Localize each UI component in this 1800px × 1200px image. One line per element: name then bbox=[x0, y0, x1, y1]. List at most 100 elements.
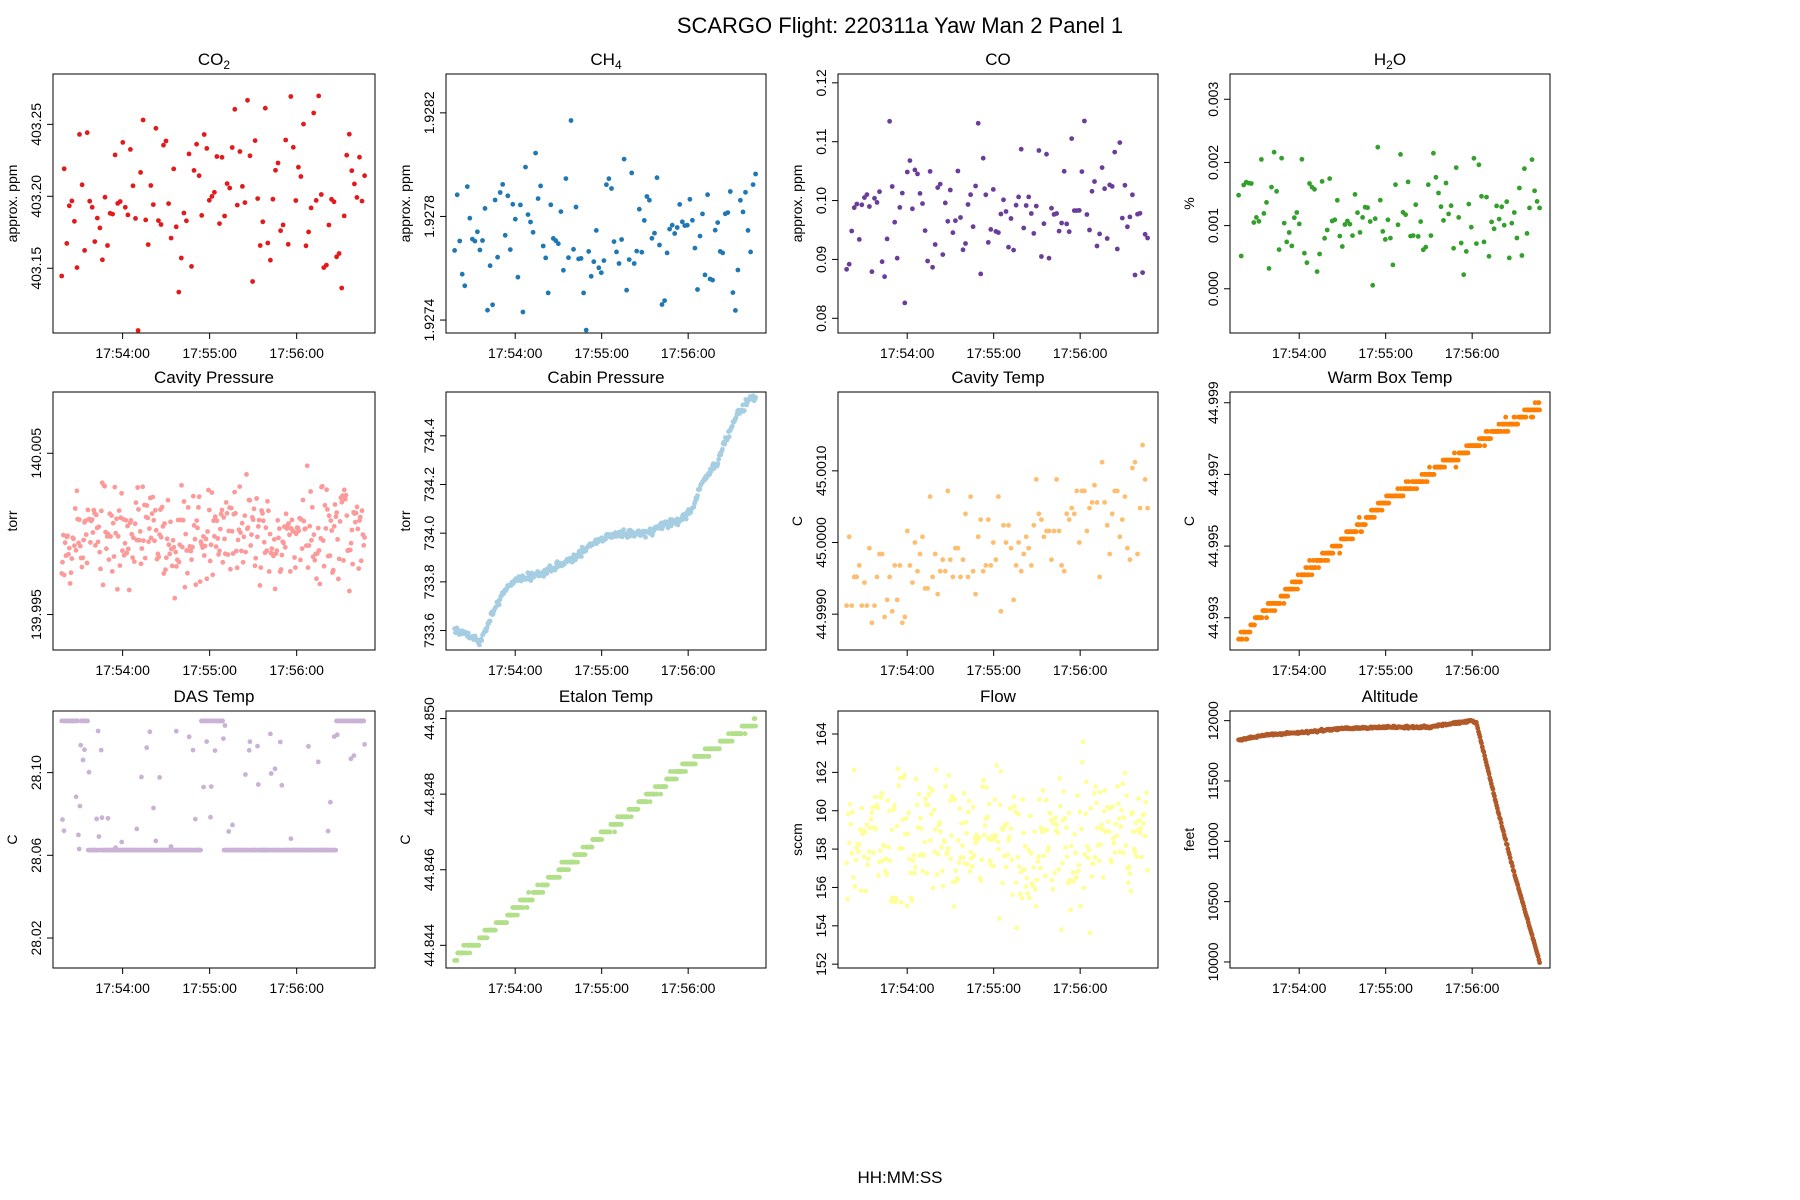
data-point bbox=[1511, 210, 1517, 215]
data-point bbox=[112, 484, 118, 490]
data-point bbox=[1041, 534, 1047, 540]
x-tick-label: 17:55:00 bbox=[574, 345, 629, 361]
data-point bbox=[78, 742, 84, 748]
data-point bbox=[963, 820, 969, 825]
data-point bbox=[1011, 247, 1016, 253]
data-point bbox=[1102, 186, 1107, 192]
data-point bbox=[973, 591, 978, 597]
data-point bbox=[884, 597, 890, 603]
panel-4: Cavity Pressure 17:54:00 17:55:00 17:56:00 1… bbox=[4, 368, 376, 678]
data-point bbox=[300, 497, 306, 503]
data-point bbox=[126, 587, 132, 593]
data-point bbox=[277, 739, 283, 745]
data-point bbox=[189, 557, 195, 563]
data-point bbox=[174, 564, 179, 569]
data-point bbox=[712, 227, 718, 233]
data-point bbox=[520, 309, 526, 315]
y-tick-label: 733.6 bbox=[421, 613, 437, 648]
data-point bbox=[1066, 810, 1072, 816]
data-point bbox=[60, 559, 65, 565]
data-point bbox=[1136, 796, 1141, 801]
data-point bbox=[664, 250, 670, 256]
data-point bbox=[247, 497, 253, 503]
data-point bbox=[85, 718, 90, 724]
y-tick-label: 734.0 bbox=[421, 515, 437, 550]
data-point bbox=[212, 189, 217, 195]
data-point bbox=[138, 561, 144, 567]
data-point bbox=[738, 197, 743, 203]
data-point bbox=[635, 806, 641, 812]
data-point bbox=[1319, 179, 1325, 184]
data-point bbox=[1506, 255, 1512, 261]
data-point bbox=[77, 517, 82, 523]
data-point bbox=[735, 267, 741, 273]
data-point bbox=[598, 270, 604, 276]
data-point bbox=[217, 526, 223, 532]
data-point bbox=[1400, 493, 1406, 499]
data-point bbox=[312, 557, 318, 563]
data-point bbox=[361, 718, 367, 724]
data-point bbox=[270, 196, 276, 202]
data-point bbox=[1448, 203, 1454, 209]
data-point bbox=[130, 555, 136, 560]
data-point bbox=[687, 196, 693, 202]
data-point bbox=[301, 518, 307, 524]
y-tick-label: 733.8 bbox=[421, 564, 437, 599]
data-point bbox=[1028, 563, 1034, 568]
data-point bbox=[204, 739, 210, 744]
y-axis-label: feet bbox=[1181, 828, 1197, 851]
data-point bbox=[958, 215, 963, 220]
data-point bbox=[844, 266, 849, 272]
data-point bbox=[1088, 806, 1093, 811]
data-point bbox=[925, 586, 930, 591]
data-point bbox=[725, 210, 731, 216]
data-point bbox=[927, 169, 933, 174]
data-point bbox=[980, 568, 986, 574]
data-point bbox=[1504, 199, 1510, 205]
data-point bbox=[120, 140, 126, 145]
data-point bbox=[875, 805, 881, 811]
data-point bbox=[214, 154, 220, 159]
x-tick-label: 17:55:00 bbox=[966, 662, 1021, 678]
data-point bbox=[333, 514, 339, 520]
data-point bbox=[1110, 804, 1115, 810]
data-point bbox=[89, 204, 95, 210]
data-point bbox=[1350, 536, 1355, 542]
data-point bbox=[189, 264, 194, 269]
data-point bbox=[844, 860, 849, 866]
data-point bbox=[1537, 960, 1542, 965]
data-point bbox=[854, 201, 860, 207]
data-point bbox=[114, 516, 119, 522]
data-point bbox=[147, 729, 153, 735]
data-point bbox=[325, 828, 331, 834]
data-point bbox=[1110, 835, 1116, 841]
data-point bbox=[156, 218, 161, 224]
data-point bbox=[328, 518, 334, 523]
data-point bbox=[1276, 247, 1282, 253]
data-point bbox=[715, 220, 721, 226]
data-point bbox=[493, 927, 498, 933]
data-point bbox=[856, 563, 862, 568]
data-point bbox=[920, 201, 925, 207]
data-point bbox=[1020, 797, 1026, 802]
data-point bbox=[750, 182, 756, 188]
data-point bbox=[1456, 215, 1462, 220]
data-point bbox=[1028, 851, 1034, 856]
data-point bbox=[967, 869, 973, 874]
data-point bbox=[1099, 822, 1104, 828]
data-point bbox=[1058, 803, 1063, 809]
data-point bbox=[240, 184, 245, 189]
data-point bbox=[122, 204, 128, 210]
data-point bbox=[222, 723, 228, 728]
data-point bbox=[543, 255, 549, 261]
data-point bbox=[362, 742, 367, 747]
data-point bbox=[1063, 825, 1069, 830]
data-point bbox=[149, 511, 155, 517]
data-point bbox=[316, 93, 322, 99]
data-point bbox=[959, 843, 965, 848]
data-point bbox=[1137, 210, 1143, 216]
data-point bbox=[940, 557, 946, 563]
data-point bbox=[1312, 186, 1317, 192]
x-tick-label: 17:56:00 bbox=[1053, 345, 1108, 361]
data-point bbox=[1050, 887, 1056, 892]
